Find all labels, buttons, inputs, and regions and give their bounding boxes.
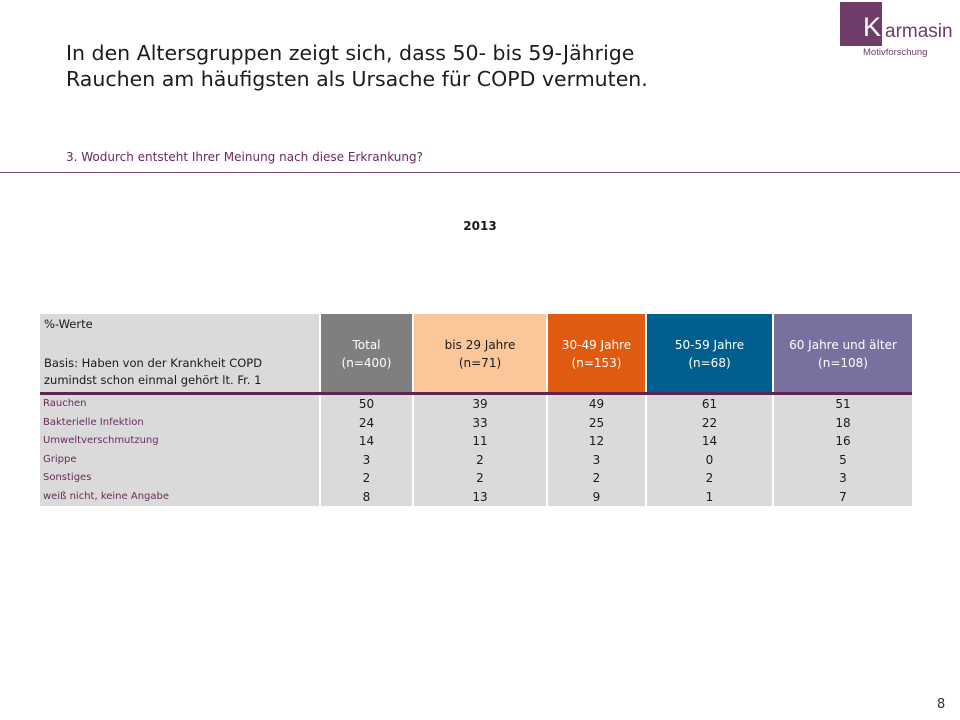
value-cell: 8 [321, 487, 412, 506]
value-cell: 33 [414, 413, 546, 432]
value-cell: 3 [321, 450, 412, 469]
karmasin-logo: K armasin Motivforschung [840, 2, 960, 66]
column-n: (n=108) [818, 356, 868, 370]
column-n: (n=153) [571, 356, 622, 370]
value-cell: 49 [548, 395, 645, 414]
row-label: Bakterielle Infektion [40, 413, 319, 432]
column-label: 50-59 Jahre [674, 338, 745, 352]
slide-title: In den Altersgruppen zeigt sich, dass 50… [66, 40, 648, 92]
column-n: (n=68) [688, 356, 731, 370]
table-row: Sonstiges 2 2 2 2 3 [40, 469, 912, 488]
logo-tagline: Motivforschung [863, 47, 928, 58]
value-cell: 25 [548, 413, 645, 432]
value-cell: 0 [647, 450, 772, 469]
value-cell: 14 [321, 432, 412, 451]
header-divider [0, 172, 960, 173]
value-cell: 5 [774, 450, 912, 469]
header-label-cell: %-Werte Basis: Haben von der Krankheit C… [40, 314, 319, 392]
question-subtitle: 3. Wodurch entsteht Ihrer Meinung nach d… [66, 150, 423, 164]
value-cell: 14 [647, 432, 772, 451]
year-label: 2013 [463, 219, 497, 233]
value-cell: 13 [414, 487, 546, 506]
value-cell: 3 [548, 450, 645, 469]
title-line-1: In den Altersgruppen zeigt sich, dass 50… [66, 41, 635, 65]
title-line-2: Rauchen am häufigsten als Ursache für CO… [66, 67, 648, 91]
logo-letter-k: K [863, 12, 882, 42]
column-n: (n=71) [458, 356, 502, 370]
results-table: %-Werte Basis: Haben von der Krankheit C… [40, 314, 912, 506]
row-label: Grippe [40, 450, 319, 469]
basis-label-line-2: zumindst schon einmal gehört lt. Fr. 1 [44, 373, 262, 387]
value-cell: 22 [647, 413, 772, 432]
column-label: 30-49 Jahre [561, 338, 632, 352]
logo-wordmark: armasin [885, 21, 953, 42]
column-label: Total [352, 338, 381, 352]
column-label: 60 Jahre und älter [789, 338, 897, 352]
value-cell: 1 [647, 487, 772, 506]
table-row: Umweltverschmutzung 14 11 12 14 16 [40, 432, 912, 451]
row-label: Umweltverschmutzung [40, 432, 319, 451]
value-cell: 2 [647, 469, 772, 488]
column-n: (n=400) [341, 356, 392, 370]
column-header-50-59: 50-59 Jahre (n=68) [647, 314, 772, 392]
value-cell: 12 [548, 432, 645, 451]
row-label: Sonstiges [40, 469, 319, 488]
column-label: bis 29 Jahre [444, 338, 516, 352]
logo-square [840, 2, 882, 46]
value-cell: 39 [414, 395, 546, 414]
column-header-bis-29: bis 29 Jahre (n=71) [414, 314, 546, 392]
value-cell: 61 [647, 395, 772, 414]
value-cell: 2 [414, 469, 546, 488]
column-header-total: Total (n=400) [321, 314, 412, 392]
value-cell: 24 [321, 413, 412, 432]
value-cell: 9 [548, 487, 645, 506]
value-cell: 16 [774, 432, 912, 451]
table-header: %-Werte Basis: Haben von der Krankheit C… [40, 314, 912, 392]
value-cell: 51 [774, 395, 912, 414]
table-row: Grippe 3 2 3 0 5 [40, 450, 912, 469]
row-label: Rauchen [40, 395, 319, 414]
value-cell: 11 [414, 432, 546, 451]
page-number: 8 [937, 697, 946, 712]
value-cell: 50 [321, 395, 412, 414]
value-cell: 18 [774, 413, 912, 432]
value-cell: 2 [321, 469, 412, 488]
value-cell: 7 [774, 487, 912, 506]
basis-label-line-1: Basis: Haben von der Krankheit COPD [44, 356, 263, 370]
table-row: Rauchen 50 39 49 61 51 [40, 395, 912, 414]
value-cell: 2 [414, 450, 546, 469]
column-header-60-plus: 60 Jahre und älter (n=108) [774, 314, 912, 392]
value-cell: 2 [548, 469, 645, 488]
percent-values-label: %-Werte [44, 317, 93, 331]
table-row: weiß nicht, keine Angabe 8 13 9 1 7 [40, 487, 912, 506]
column-header-30-49: 30-49 Jahre (n=153) [548, 314, 645, 392]
value-cell: 3 [774, 469, 912, 488]
row-label: weiß nicht, keine Angabe [40, 487, 319, 506]
header-separator [40, 392, 912, 395]
table-row: Bakterielle Infektion 24 33 25 22 18 [40, 413, 912, 432]
